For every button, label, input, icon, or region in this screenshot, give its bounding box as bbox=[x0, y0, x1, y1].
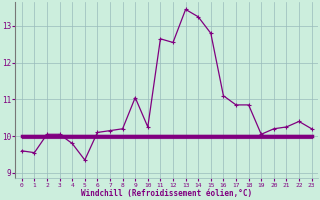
X-axis label: Windchill (Refroidissement éolien,°C): Windchill (Refroidissement éolien,°C) bbox=[81, 189, 252, 198]
